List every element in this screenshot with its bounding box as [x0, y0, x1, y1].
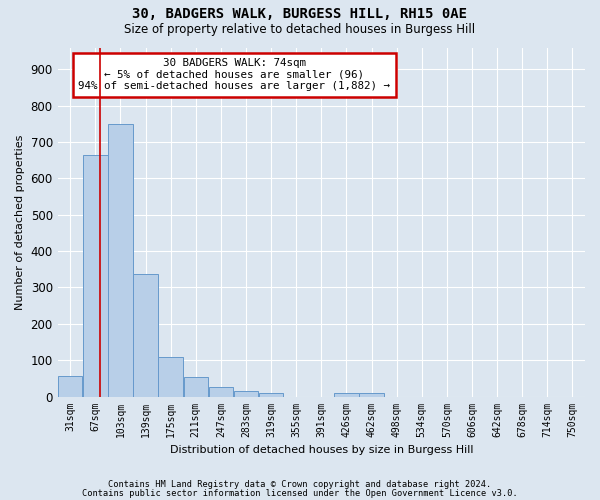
Text: Contains public sector information licensed under the Open Government Licence v3: Contains public sector information licen… [82, 488, 518, 498]
Bar [234, 391, 258, 396]
Text: Contains HM Land Registry data © Crown copyright and database right 2024.: Contains HM Land Registry data © Crown c… [109, 480, 491, 489]
Bar [58, 376, 82, 396]
Bar [359, 394, 384, 396]
Bar [334, 393, 359, 396]
Text: 30 BADGERS WALK: 74sqm
← 5% of detached houses are smaller (96)
94% of semi-deta: 30 BADGERS WALK: 74sqm ← 5% of detached … [79, 58, 391, 91]
Bar [184, 378, 208, 396]
Bar [158, 358, 183, 397]
Bar [209, 388, 233, 396]
X-axis label: Distribution of detached houses by size in Burgess Hill: Distribution of detached houses by size … [170, 445, 473, 455]
Bar [83, 155, 107, 396]
Bar [108, 124, 133, 396]
Text: Size of property relative to detached houses in Burgess Hill: Size of property relative to detached ho… [124, 22, 476, 36]
Y-axis label: Number of detached properties: Number of detached properties [15, 134, 25, 310]
Text: 30, BADGERS WALK, BURGESS HILL, RH15 0AE: 30, BADGERS WALK, BURGESS HILL, RH15 0AE [133, 8, 467, 22]
Bar [133, 274, 158, 396]
Bar [259, 394, 283, 396]
